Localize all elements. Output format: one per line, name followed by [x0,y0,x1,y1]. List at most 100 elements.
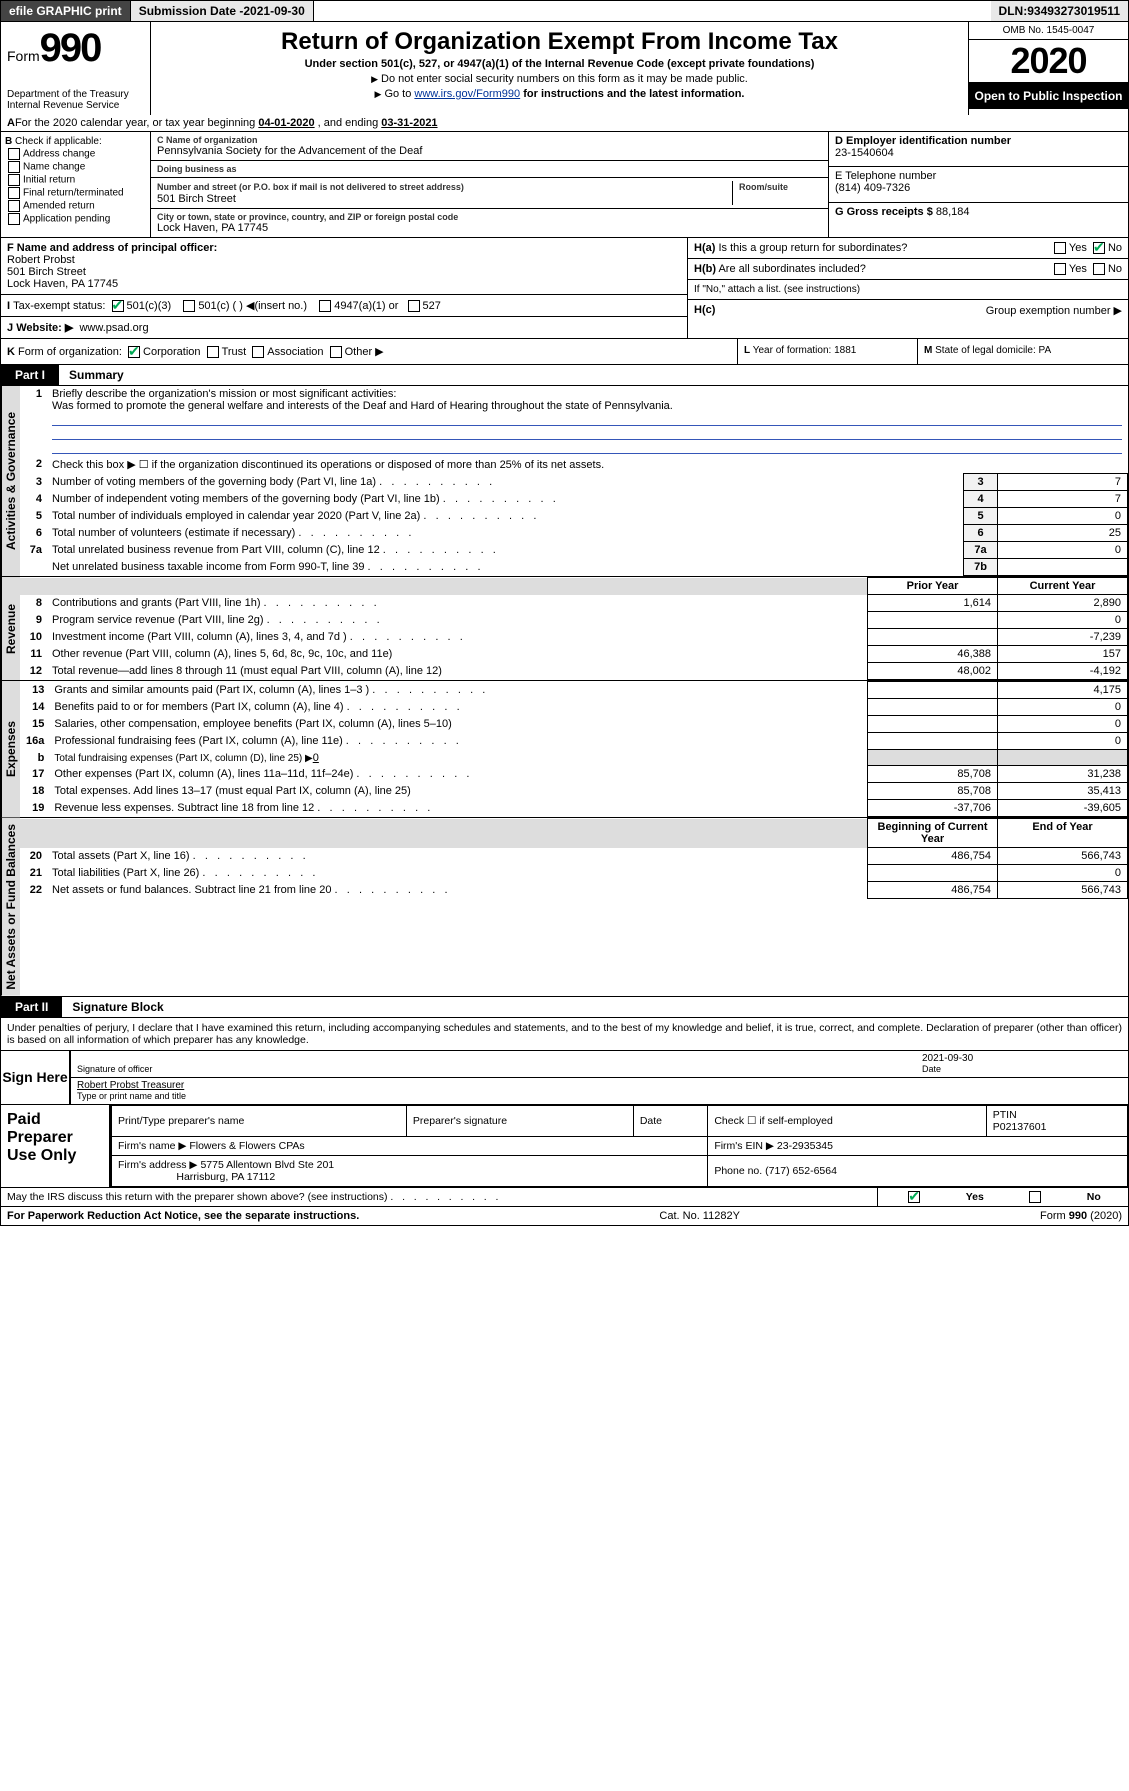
block-fhij: F Name and address of principal officer:… [0,238,1129,339]
open-public-badge: Open to Public Inspection [969,83,1128,109]
firm-addr1: 5775 Allentown Blvd Ste 201 [200,1159,334,1171]
chk-4947[interactable] [319,300,331,312]
c18: 35,413 [998,783,1128,800]
submission-date: Submission Date - 2021-09-30 [131,1,314,21]
note2-pre: Go to [375,88,415,100]
chk-501c3[interactable] [112,300,124,312]
firm-addr-label: Firm's address ▶ [118,1159,198,1171]
p9 [868,612,998,629]
opt-final: Final return/terminated [23,188,124,199]
chk-ha-yes[interactable] [1054,242,1066,254]
p12: 48,002 [868,663,998,680]
chk-trust[interactable] [207,346,219,358]
efile-print[interactable]: efile GRAPHIC print [1,1,131,21]
chk-final-return[interactable]: Final return/terminated [5,187,146,199]
chk-app-pending[interactable]: Application pending [5,213,146,225]
l7b-text: Net unrelated business taxable income fr… [46,559,964,576]
l8: Contributions and grants (Part VIII, lin… [46,595,868,612]
c14: 0 [998,699,1128,716]
opt-501c: 501(c) ( ) ◀(insert no.) [198,300,307,312]
submission-date-value: 2021-09-30 [243,4,304,18]
c15: 0 [998,716,1128,733]
ptin-value: P02137601 [993,1121,1047,1133]
form-ref: Form 990 (2020) [1040,1210,1122,1222]
l6-text: Total number of volunteers (estimate if … [46,525,964,542]
e22: 566,743 [998,882,1128,899]
l20: Total assets (Part X, line 16) [46,848,868,865]
chk-corp[interactable] [128,346,140,358]
p11: 46,388 [868,646,998,663]
form-header: Form990 Department of the Treasury Inter… [0,22,1129,115]
state-domicile: PA [1039,345,1052,356]
form-subtitle: Under section 501(c), 527, or 4947(a)(1)… [159,58,960,70]
chk-address-change[interactable]: Address change [5,148,146,160]
l4-text: Number of independent voting members of … [46,491,964,508]
row-hc: H(c) Group exemption number ▶ [688,300,1128,321]
form-number: Form990 [7,26,144,71]
irs-link[interactable]: www.irs.gov/Form990 [414,88,520,100]
chk-hb-no[interactable] [1093,263,1105,275]
l16b: Total fundraising expenses (Part IX, col… [54,753,312,764]
l13: Grants and similar amounts paid (Part IX… [48,682,867,699]
p13 [868,682,998,699]
vtab-revenue: Revenue [1,577,20,680]
tax-year: 2020 [969,40,1128,83]
section-netassets: Net Assets or Fund Balances Beginning of… [0,818,1129,997]
chk-527[interactable] [408,300,420,312]
k-label: Form of organization: [18,346,122,358]
chk-initial-return[interactable]: Initial return [5,174,146,186]
form-no: 990 [40,26,101,70]
l1-label: Briefly describe the organization's miss… [52,388,396,400]
ein-value: 23-1540604 [835,147,894,159]
section-activities: Activities & Governance 1 Briefly descri… [0,386,1129,577]
sig-date: 2021-09-30 [922,1053,973,1064]
firm-name: Flowers & Flowers CPAs [189,1140,304,1152]
p10 [868,629,998,646]
l17: Other expenses (Part IX, column (A), lin… [48,766,867,783]
col-b-checkboxes: B Check if applicable: Address change Na… [1,132,151,237]
sig-date-label: Date [922,1064,941,1074]
chk-discuss-yes[interactable] [908,1191,920,1203]
opt-trust: Trust [222,346,247,358]
l16b-val: 0 [313,752,319,764]
l14: Benefits paid to or for members (Part IX… [48,699,867,716]
irs-label: Internal Revenue Service [7,100,144,111]
hb-note: If "No," attach a list. (see instruction… [688,280,1128,300]
e21: 0 [998,865,1128,882]
l-label: Year of formation: [753,345,832,356]
hb-label: Are all subordinates included? [718,263,865,275]
note-ssn: Do not enter social security numbers on … [159,73,960,85]
l10: Investment income (Part VIII, column (A)… [46,629,868,646]
l5-text: Total number of individuals employed in … [46,508,964,525]
firm-phone: (717) 652-6564 [765,1165,837,1177]
gross-label: G Gross receipts $ [835,206,936,218]
chk-501c[interactable] [183,300,195,312]
chk-hb-yes[interactable] [1054,263,1066,275]
city-label: City or town, state or province, country… [157,212,822,222]
phone-label: E Telephone number [835,170,936,182]
chk-amended[interactable]: Amended return [5,200,146,212]
m-label: State of legal domicile: [935,345,1036,356]
hc-label: Group exemption number ▶ [986,304,1122,317]
l16a: Professional fundraising fees (Part IX, … [48,733,867,750]
hdr-beg: Beginning of Current Year [868,819,998,848]
chk-discuss-no[interactable] [1029,1191,1041,1203]
dept-treasury: Department of the Treasury [7,89,144,100]
chk-assoc[interactable] [252,346,264,358]
p14 [868,699,998,716]
opt-corp: Corporation [143,346,200,358]
hdr-end: End of Year [998,819,1128,848]
chk-other[interactable] [330,346,342,358]
firm-name-label: Firm's name ▶ [118,1140,186,1152]
c19: -39,605 [998,800,1128,817]
part-ii-title: Signature Block [62,997,173,1017]
opt-assoc: Association [267,346,323,358]
l16b-row: Total fundraising expenses (Part IX, col… [48,750,867,766]
opt-amended: Amended return [23,201,95,212]
dba-label: Doing business as [157,164,822,174]
chk-name-change[interactable]: Name change [5,161,146,173]
chk-ha-no[interactable] [1093,242,1105,254]
l7a-val: 0 [998,542,1128,559]
mission-text: Was formed to promote the general welfar… [52,400,673,412]
l18: Total expenses. Add lines 13–17 (must eq… [48,783,867,800]
